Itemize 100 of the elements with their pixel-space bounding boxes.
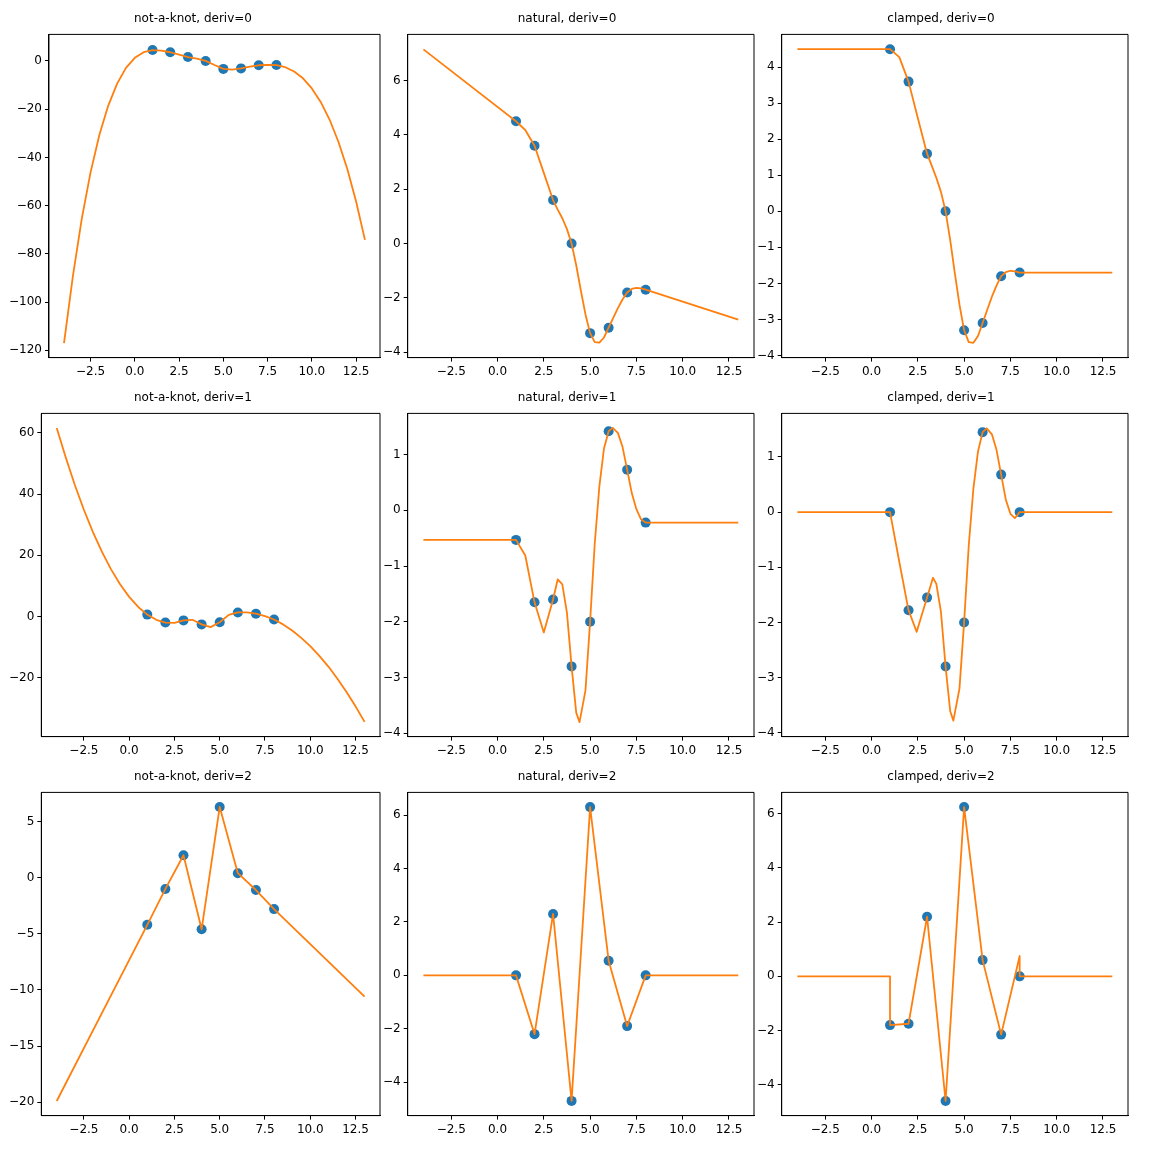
y-tick-label: 60 [19, 425, 35, 440]
x-tick-label: 7.5 [1000, 363, 1020, 378]
y-tick-label: 6 [393, 72, 401, 87]
y-tick-label: −80 [16, 246, 42, 261]
x-tick-label: 5.0 [580, 363, 600, 378]
y-tick-label: 2 [767, 914, 775, 929]
y-tick-label: 2 [393, 181, 401, 196]
y-tick-label: 3 [767, 95, 775, 110]
x-tick-label: 5.0 [210, 742, 230, 757]
y-tick-label: −10 [9, 982, 35, 997]
x-tick-label: −2.5 [75, 363, 106, 378]
x-tick-label: 5.0 [954, 742, 974, 757]
x-tick-label: 0.0 [861, 1121, 882, 1136]
y-tick-label: 1 [393, 446, 401, 461]
y-tick-label: 0 [34, 53, 42, 68]
x-tick-label: 0.0 [125, 363, 145, 378]
y-tick-label: −2 [382, 289, 401, 304]
y-tick-label: −1 [382, 558, 401, 573]
y-tick-label: −1 [756, 559, 775, 574]
y-tick-label: 4 [767, 860, 775, 875]
y-tick-label: −4 [756, 1076, 775, 1091]
x-tick-label: 12.5 [342, 742, 369, 757]
x-tick-label: 2.5 [908, 363, 928, 378]
x-tick-label: 5.0 [580, 1121, 600, 1136]
y-tick-label: −4 [756, 724, 775, 739]
y-tick-label: −15 [9, 1038, 35, 1053]
x-tick-label: 5.0 [954, 1121, 974, 1136]
x-tick-label: 0.0 [861, 742, 882, 757]
y-tick-label: 0 [767, 203, 775, 218]
x-tick-label: 7.5 [255, 742, 275, 757]
x-tick-label: 7.5 [626, 363, 646, 378]
y-tick-label: −20 [9, 1094, 35, 1109]
x-tick-label: −2.5 [810, 1121, 840, 1136]
y-tick-label: 2 [393, 914, 401, 929]
x-tick-label: −2.5 [810, 363, 840, 378]
x-tick-label: 7.5 [1000, 742, 1020, 757]
y-tick-label: 0 [26, 869, 35, 884]
x-tick-label: 0.0 [487, 363, 508, 378]
x-tick-label: −2.5 [436, 742, 466, 757]
y-tick-label: 4 [393, 127, 401, 142]
chart-title: clamped, deriv=0 [887, 11, 995, 26]
y-tick-label: 1 [767, 167, 775, 182]
x-tick-label: −2.5 [69, 1121, 99, 1136]
y-tick-label: −4 [756, 347, 775, 362]
x-tick-label: 10.0 [296, 742, 324, 757]
x-tick-label: 0.0 [487, 742, 508, 757]
x-tick-label: 10.0 [1043, 1121, 1071, 1136]
x-tick-label: 12.5 [715, 742, 743, 757]
chart-title: clamped, deriv=1 [887, 390, 995, 405]
x-tick-label: 5.0 [954, 363, 974, 378]
y-tick-label: −20 [9, 669, 35, 684]
x-tick-label: 12.5 [715, 1121, 743, 1136]
x-tick-label: 2.5 [908, 742, 928, 757]
x-tick-label: 2.5 [164, 742, 184, 757]
x-tick-label: 0.0 [487, 1121, 508, 1136]
x-tick-label: 10.0 [669, 1121, 697, 1136]
chart-title: not-a-knot, deriv=0 [134, 11, 252, 26]
chart-title: not-a-knot, deriv=1 [134, 390, 252, 405]
x-tick-label: −2.5 [436, 1121, 466, 1136]
x-tick-label: 0.0 [119, 742, 139, 757]
x-tick-label: 12.5 [1089, 1121, 1117, 1136]
y-tick-label: −4 [382, 725, 401, 740]
x-tick-label: 0.0 [119, 1121, 139, 1136]
y-tick-label: −100 [8, 294, 42, 309]
x-tick-label: 12.5 [342, 1121, 369, 1136]
y-tick-label: 0 [393, 235, 401, 250]
y-tick-label: −4 [382, 344, 401, 359]
y-tick-label: −2 [382, 1020, 401, 1035]
x-tick-label: −2.5 [69, 742, 99, 757]
y-tick-label: −3 [382, 669, 401, 684]
y-tick-label: 0 [393, 967, 401, 982]
y-tick-label: −4 [382, 1074, 401, 1089]
y-tick-label: 40 [19, 486, 35, 501]
x-tick-label: 2.5 [908, 1121, 928, 1136]
y-tick-label: −2 [382, 613, 401, 628]
y-tick-label: 6 [767, 805, 775, 820]
x-tick-label: 10.0 [1043, 742, 1071, 757]
chart-title: not-a-knot, deriv=2 [134, 769, 252, 784]
x-tick-label: 0.0 [861, 363, 882, 378]
y-tick-label: −120 [8, 342, 42, 357]
y-tick-label: 2 [767, 131, 775, 146]
x-tick-label: 12.5 [342, 363, 370, 378]
x-tick-label: 5.0 [213, 363, 233, 378]
y-tick-label: 4 [393, 860, 401, 875]
x-tick-label: 2.5 [534, 1121, 554, 1136]
x-tick-label: 2.5 [534, 363, 554, 378]
y-tick-label: −40 [16, 149, 42, 164]
y-tick-label: 20 [19, 547, 35, 562]
y-tick-label: −2 [756, 614, 775, 629]
y-tick-label: 0 [26, 608, 35, 623]
x-tick-label: 10.0 [669, 363, 697, 378]
x-tick-label: 7.5 [626, 1121, 646, 1136]
x-tick-label: 7.5 [258, 363, 278, 378]
x-tick-label: 10.0 [296, 1121, 324, 1136]
x-tick-label: 2.5 [164, 1121, 184, 1136]
x-tick-label: 7.5 [255, 1121, 275, 1136]
y-tick-label: −2 [756, 275, 775, 290]
y-tick-label: 6 [393, 807, 401, 822]
y-tick-label: 0 [767, 968, 775, 983]
y-tick-label: 5 [26, 813, 35, 828]
